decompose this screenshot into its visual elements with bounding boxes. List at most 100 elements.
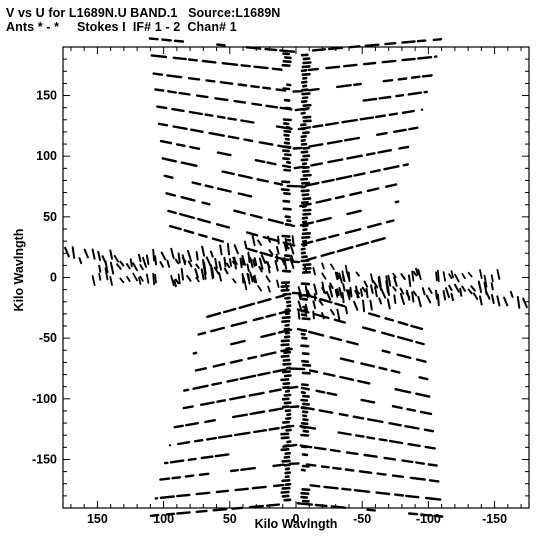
uv-sample <box>152 248 156 262</box>
uv-sample <box>327 158 344 164</box>
y-axis-label: Kilo Wavlngth <box>12 229 26 312</box>
uv-sample <box>300 398 309 402</box>
uv-sample <box>281 494 290 498</box>
uv-sample <box>172 125 188 131</box>
uv-sample <box>233 209 246 215</box>
uv-sample <box>300 445 308 449</box>
uv-sample <box>343 63 358 68</box>
uv-sample <box>405 494 420 499</box>
uv-sample <box>282 385 291 390</box>
uv-sample <box>192 351 198 355</box>
uv-sample <box>407 91 423 96</box>
uv-sample <box>217 434 233 439</box>
uv-sample <box>341 270 345 282</box>
uv-sample <box>189 145 201 151</box>
uv-sample <box>258 265 263 273</box>
uv-sample <box>425 294 432 304</box>
uv-sample <box>390 369 401 374</box>
uv-sample <box>262 235 280 243</box>
uv-sample <box>377 148 392 154</box>
uv-sample <box>301 255 308 259</box>
uv-sample <box>161 157 177 163</box>
uv-sample <box>334 302 346 308</box>
uv-sample <box>240 119 255 124</box>
uv-sample <box>353 172 366 177</box>
uv-sample <box>101 255 107 264</box>
uv-sample <box>278 328 293 334</box>
uv-sample <box>284 281 289 291</box>
uv-sample <box>359 288 363 297</box>
uv-sample <box>313 446 327 451</box>
uv-sample <box>297 286 303 298</box>
uv-sample <box>297 291 302 301</box>
uv-sample <box>257 371 271 377</box>
uv-sample <box>197 233 208 238</box>
uv-sample <box>201 245 206 257</box>
uv-sample <box>393 294 397 304</box>
uv-sample <box>330 263 335 271</box>
uv-sample <box>286 412 292 417</box>
x-axis-label: Kilo Wavlngth <box>255 517 338 531</box>
uv-sample <box>283 455 291 459</box>
uv-sample <box>275 253 279 262</box>
uv-sample <box>359 116 375 121</box>
uv-sample <box>281 397 290 401</box>
uv-sample <box>301 359 310 364</box>
uv-sample <box>262 86 272 90</box>
uv-sample <box>334 271 339 281</box>
uv-sample <box>303 264 308 274</box>
uv-sample <box>312 300 316 309</box>
uv-sample <box>408 274 412 288</box>
uv-sample <box>284 482 292 487</box>
uv-sample <box>283 141 291 145</box>
uv-sample <box>284 308 290 312</box>
uv-sample <box>300 390 307 395</box>
uv-sample <box>132 262 138 272</box>
uv-sample <box>272 368 287 374</box>
uv-sample <box>411 270 415 282</box>
uv-sample <box>274 260 279 272</box>
uv-sample <box>283 243 288 252</box>
uv-sample <box>301 464 310 468</box>
uv-sample <box>259 251 273 258</box>
uv-sample <box>302 418 309 422</box>
uv-sample <box>284 467 291 471</box>
x-tick-label: -150 <box>482 512 507 526</box>
uv-sample <box>339 375 355 381</box>
uv-sample <box>187 76 201 81</box>
uv-sample <box>485 291 491 300</box>
uv-sample <box>183 388 190 392</box>
uv-sample <box>159 261 165 268</box>
uv-sample <box>393 128 407 134</box>
uv-sample <box>176 493 191 498</box>
uv-sample <box>381 349 391 354</box>
uv-sample <box>483 274 488 288</box>
uv-sample <box>522 297 528 309</box>
uv-sample <box>421 287 426 296</box>
uv-sample <box>185 422 200 427</box>
uv-sample <box>229 395 246 401</box>
uv-sample <box>221 62 239 67</box>
uv-sample <box>302 243 308 247</box>
uv-sample <box>148 37 159 41</box>
uv-sample <box>138 253 142 263</box>
uv-sample <box>401 57 416 62</box>
uv-sample <box>301 166 310 170</box>
uv-sample <box>376 472 387 476</box>
uv-sample <box>170 274 175 287</box>
uv-sample <box>145 273 150 284</box>
uv-sample <box>300 189 310 193</box>
uv-sample <box>232 256 238 265</box>
uv-sample <box>166 90 177 94</box>
uv-sample <box>177 273 181 285</box>
uv-sample <box>415 392 431 398</box>
uv-sample <box>353 300 359 311</box>
uv-sample <box>312 310 315 320</box>
uv-sample <box>212 508 228 512</box>
uv-sample <box>282 87 291 91</box>
uv-sample <box>200 268 205 281</box>
uv-sample <box>239 374 257 380</box>
uv-sample <box>283 350 292 355</box>
uv-sample <box>401 109 415 115</box>
